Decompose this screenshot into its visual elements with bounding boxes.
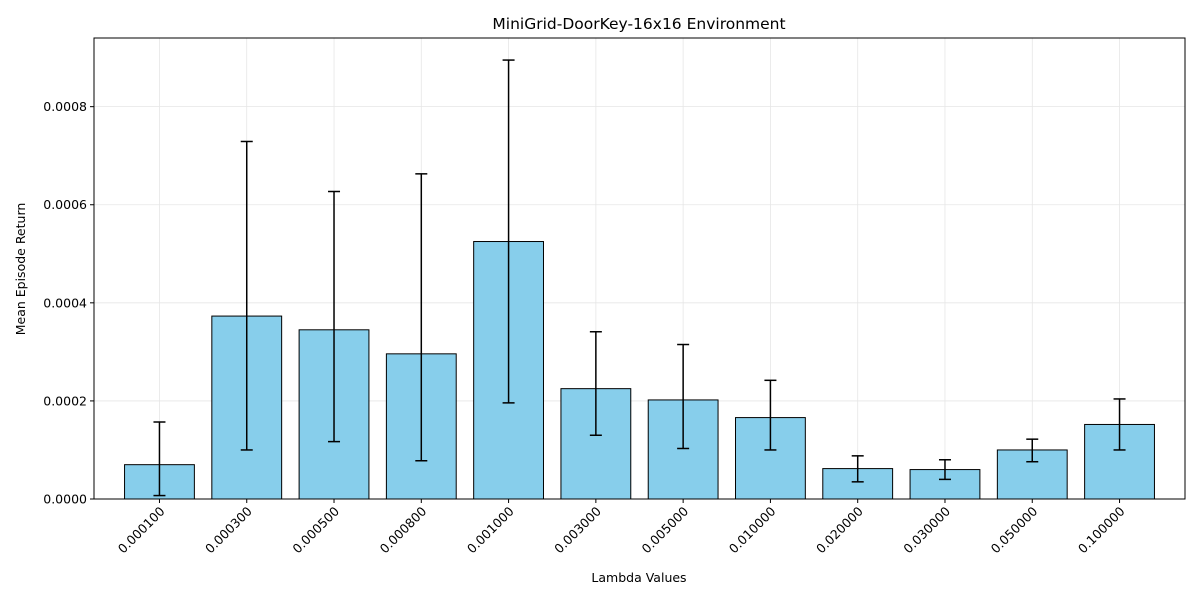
x-tick-label: 0.000800 (377, 503, 430, 556)
chart-title: MiniGrid-DoorKey-16x16 Environment (492, 15, 785, 33)
x-tick-label: 0.100000 (1075, 503, 1128, 556)
x-tick-label: 0.000300 (202, 503, 255, 556)
x-tick-label: 0.010000 (726, 503, 779, 556)
x-tick-label: 0.000500 (289, 503, 342, 556)
error-bars (153, 59, 1126, 497)
x-tick-label: 0.003000 (551, 503, 604, 556)
y-tick-label: 0.0006 (43, 197, 87, 212)
x-axis-ticks: 0.000100 0.000300 0.000500 0.000800 0.001000… (115, 499, 1128, 556)
y-axis-label: Mean Episode Return (13, 203, 28, 336)
x-tick-label: 0.005000 (638, 503, 691, 556)
x-axis-label: Lambda Values (591, 570, 686, 585)
y-tick-label: 0.0004 (43, 295, 87, 310)
y-axis-ticks: 0.0000 0.0002 0.0004 0.0006 0.0008 (43, 99, 94, 507)
y-tick-label: 0.0008 (43, 99, 87, 114)
plot-frame (93, 37, 1186, 500)
y-tick-label: 0.0002 (43, 393, 87, 408)
x-tick-label: 0.030000 (900, 503, 953, 556)
x-tick-label: 0.000100 (115, 503, 168, 556)
x-tick-label: 0.001000 (464, 503, 517, 556)
x-tick-label: 0.020000 (813, 503, 866, 556)
x-tick-label: 0.050000 (988, 503, 1041, 556)
bars (124, 241, 1155, 500)
y-tick-label: 0.0000 (43, 492, 87, 507)
